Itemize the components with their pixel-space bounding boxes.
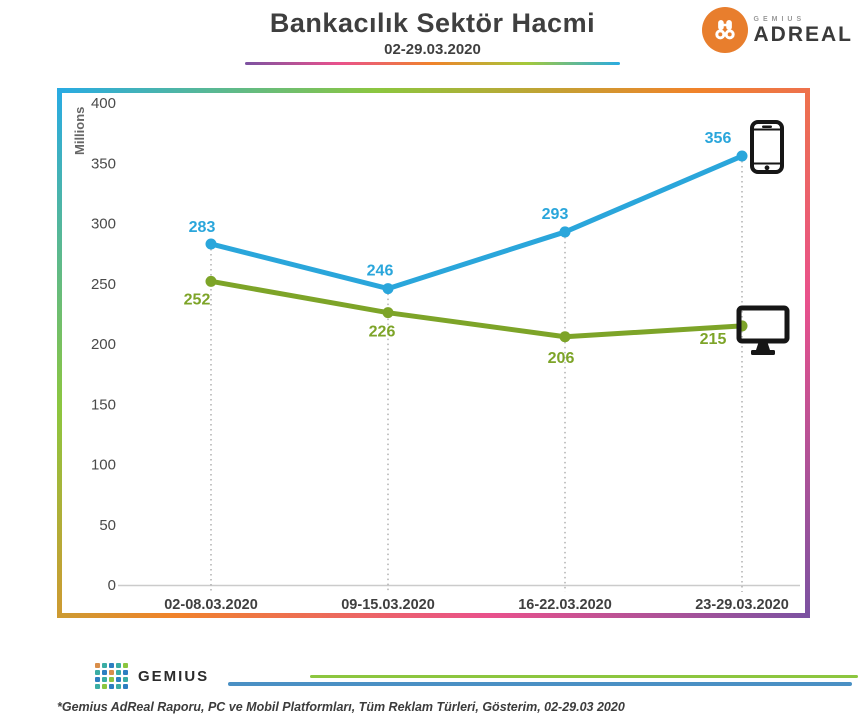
- svg-text:0: 0: [108, 577, 116, 594]
- svg-text:09-15.03.2020: 09-15.03.2020: [341, 597, 435, 613]
- svg-text:Millions: Millions: [72, 107, 87, 155]
- svg-text:16-22.03.2020: 16-22.03.2020: [518, 597, 612, 613]
- gemius-wordmark: GEMIUS: [138, 667, 210, 685]
- header: Bankacılık Sektör Hacmi 02-29.03.2020 GE…: [0, 0, 865, 86]
- chart-frame: 400 350 300 250 200 150 100 50 0 Millions 252 226 20…: [57, 88, 810, 618]
- svg-text:150: 150: [91, 396, 116, 413]
- svg-text:215: 215: [700, 331, 727, 348]
- svg-text:350: 350: [91, 155, 116, 172]
- svg-text:50: 50: [99, 517, 116, 534]
- line-chart: 400 350 300 250 200 150 100 50 0 Millions 252 226 20…: [72, 95, 800, 613]
- svg-text:300: 300: [91, 216, 116, 233]
- desktop-monitor-icon: [736, 305, 790, 355]
- adreal-gemius-label: GEMIUS: [753, 15, 806, 23]
- svg-text:206: 206: [548, 350, 575, 367]
- svg-text:283: 283: [189, 219, 216, 236]
- adreal-brand-label: ADREAL: [753, 22, 853, 46]
- svg-text:356: 356: [705, 130, 732, 147]
- svg-text:226: 226: [369, 324, 396, 341]
- svg-text:252: 252: [184, 291, 211, 308]
- footnote: *Gemius AdReal Raporu, PC ve Mobil Platf…: [57, 700, 625, 714]
- binoculars-icon: [701, 7, 748, 53]
- page-title: Bankacılık Sektör Hacmi: [269, 8, 596, 38]
- svg-text:246: 246: [367, 263, 394, 280]
- smartphone-icon: [750, 120, 784, 174]
- title-underline-decoration: [245, 62, 620, 65]
- svg-text:200: 200: [91, 336, 116, 353]
- adreal-logo: GEMIUS ADREAL: [701, 7, 854, 53]
- svg-text:02-08.03.2020: 02-08.03.2020: [164, 597, 258, 613]
- svg-text:250: 250: [91, 276, 116, 293]
- svg-text:293: 293: [542, 206, 569, 223]
- title-block: Bankacılık Sektör Hacmi 02-29.03.2020: [0, 8, 865, 58]
- footer-line-blue: [228, 682, 852, 686]
- svg-text:400: 400: [91, 95, 116, 112]
- gemius-logo: GEMIUS: [95, 663, 209, 689]
- svg-text:100: 100: [91, 457, 116, 474]
- chart-subtitle: 02-29.03.2020: [384, 41, 481, 58]
- svg-text:23-29.03.2020: 23-29.03.2020: [695, 597, 789, 613]
- adreal-wordmark: GEMIUS ADREAL: [754, 16, 854, 45]
- gemius-dots-icon: [95, 663, 128, 689]
- footer-line-green: [310, 675, 858, 678]
